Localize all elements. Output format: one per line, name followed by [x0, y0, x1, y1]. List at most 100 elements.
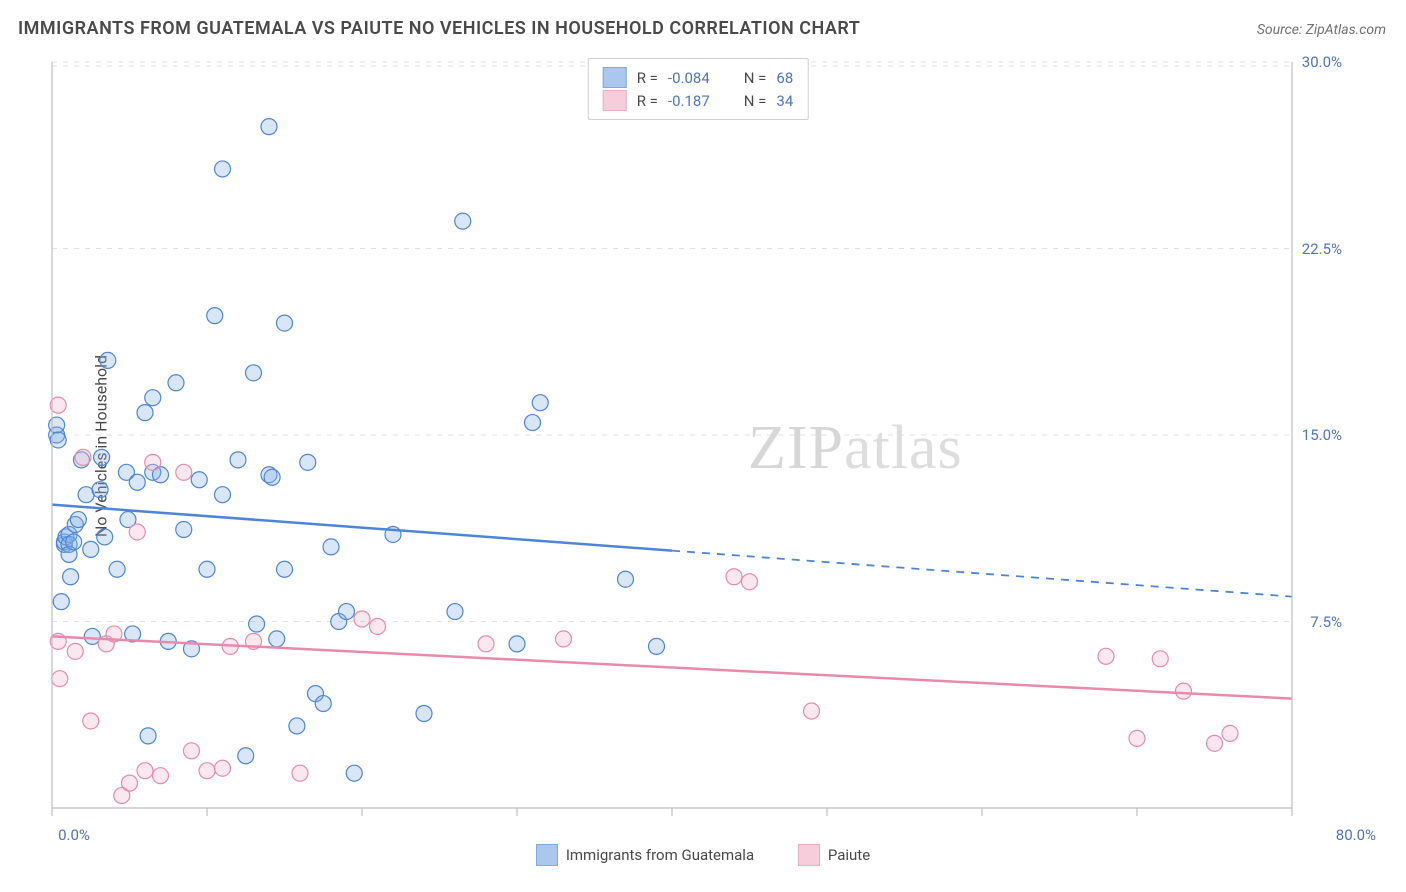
data-point — [191, 472, 207, 488]
data-point — [109, 561, 125, 577]
data-point — [52, 671, 68, 687]
data-point — [277, 561, 293, 577]
source-attribution: Source: ZipAtlas.com — [1257, 22, 1386, 38]
source-label: Source: — [1257, 22, 1302, 38]
data-point — [153, 768, 169, 784]
data-point — [649, 638, 665, 654]
data-point — [370, 618, 386, 634]
data-point — [137, 405, 153, 421]
data-point — [509, 636, 525, 652]
data-point — [742, 574, 758, 590]
source-value: ZipAtlas.com — [1306, 22, 1386, 38]
data-point — [354, 611, 370, 627]
data-point — [1176, 683, 1192, 699]
n-label: N = — [744, 92, 767, 110]
data-point — [83, 713, 99, 729]
legend-swatch-paiute — [603, 90, 627, 111]
data-point — [1098, 648, 1114, 664]
data-point — [145, 454, 161, 470]
data-point — [447, 604, 463, 620]
data-point — [277, 315, 293, 331]
data-point — [70, 512, 86, 528]
data-point — [129, 474, 145, 490]
y-tick-label: 30.0% — [1302, 53, 1342, 71]
data-point — [83, 541, 99, 557]
data-point — [416, 706, 432, 722]
data-point — [618, 571, 634, 587]
data-point — [129, 524, 145, 540]
y-tick-label: 7.5% — [1310, 613, 1342, 631]
y-tick-label: 22.5% — [1302, 240, 1342, 258]
data-point — [122, 775, 138, 791]
data-point — [184, 743, 200, 759]
data-point — [264, 469, 280, 485]
data-point — [145, 390, 161, 406]
data-point — [215, 760, 231, 776]
data-point — [176, 521, 192, 537]
data-point — [168, 375, 184, 391]
data-point — [455, 213, 471, 229]
r-value-guatemala: -0.084 — [668, 69, 710, 87]
data-point — [199, 561, 215, 577]
data-point — [207, 308, 223, 324]
watermark: ZIPatlas — [748, 414, 963, 482]
data-point — [1152, 651, 1168, 667]
legend-label-paiute: Paiute — [828, 846, 870, 864]
series-legend: 0.0% Immigrants from Guatemala Paiute 80… — [0, 844, 1406, 870]
correlation-legend: R = -0.084 N = 68 R = -0.187 N = 34 — [588, 58, 809, 120]
n-label: N = — [744, 69, 767, 87]
data-point — [137, 763, 153, 779]
data-point — [300, 454, 316, 470]
legend-swatch-guatemala — [603, 67, 627, 88]
data-point — [215, 161, 231, 177]
data-point — [140, 728, 156, 744]
legend-swatch-guatemala — [536, 844, 558, 866]
data-point — [1129, 730, 1145, 746]
data-point — [532, 395, 548, 411]
trend-line — [52, 505, 672, 551]
x-axis-max-label: 80.0% — [1336, 826, 1376, 844]
data-point — [1222, 725, 1238, 741]
data-point — [215, 487, 231, 503]
r-label: R = — [637, 69, 658, 87]
data-point — [804, 703, 820, 719]
data-point — [726, 569, 742, 585]
data-point — [478, 636, 494, 652]
legend-label-guatemala: Immigrants from Guatemala — [566, 846, 754, 864]
data-point — [67, 643, 83, 659]
data-point — [238, 748, 254, 764]
data-point — [289, 718, 305, 734]
data-point — [339, 604, 355, 620]
data-point — [261, 119, 277, 135]
data-point — [1207, 735, 1223, 751]
scatter-chart: ZIPatlas — [48, 58, 1348, 818]
n-value-paiute: 34 — [776, 92, 793, 110]
chart-title: IMMIGRANTS FROM GUATEMALA VS PAIUTE NO V… — [18, 18, 860, 39]
data-point — [49, 417, 65, 433]
data-point — [292, 765, 308, 781]
legend-row-guatemala: R = -0.084 N = 68 — [603, 67, 794, 88]
data-point — [75, 449, 91, 465]
data-point — [246, 365, 262, 381]
data-point — [249, 616, 265, 632]
data-point — [100, 352, 116, 368]
data-point — [199, 763, 215, 779]
data-point — [269, 631, 285, 647]
r-value-paiute: -0.187 — [668, 92, 710, 110]
data-point — [230, 452, 246, 468]
r-label: R = — [637, 92, 658, 110]
trend-line — [52, 636, 1292, 698]
legend-swatch-paiute — [798, 844, 820, 866]
data-point — [323, 539, 339, 555]
data-point — [92, 482, 108, 498]
x-axis-min-label: 0.0% — [58, 826, 90, 844]
data-point — [346, 765, 362, 781]
data-point — [176, 464, 192, 480]
legend-item-guatemala: Immigrants from Guatemala — [536, 844, 754, 866]
chart-area: ZIPatlas R = -0.084 N = 68 R = -0.187 N … — [48, 58, 1348, 818]
data-point — [53, 594, 69, 610]
trend-line-projection — [672, 551, 1292, 597]
data-point — [66, 534, 82, 550]
data-point — [315, 696, 331, 712]
y-tick-label: 15.0% — [1302, 426, 1342, 444]
